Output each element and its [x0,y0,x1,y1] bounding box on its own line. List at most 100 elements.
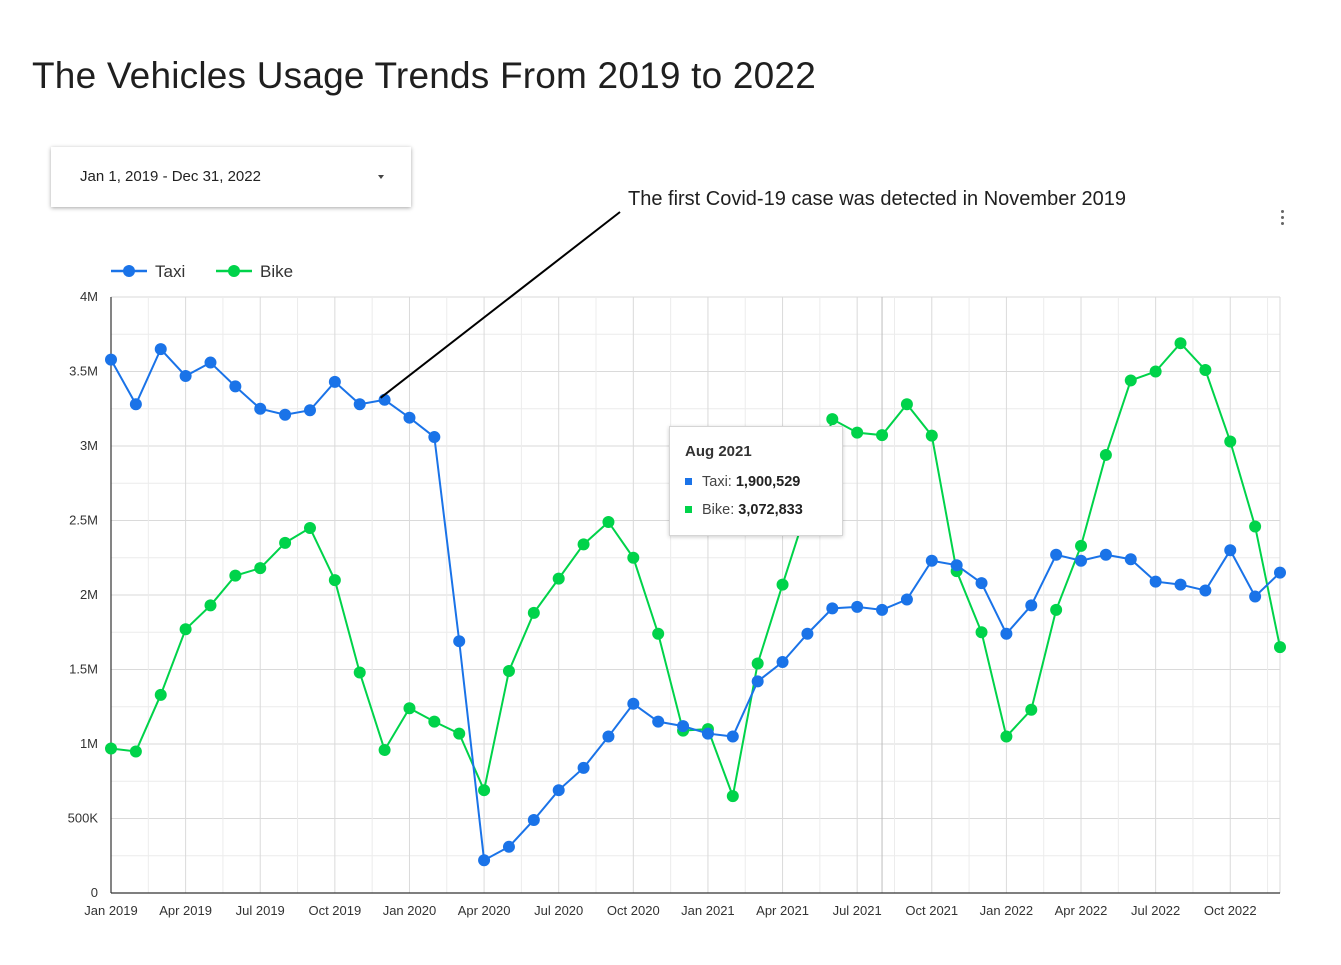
bike-point[interactable] [1174,337,1187,350]
taxi-point[interactable] [1174,578,1187,591]
bike-point[interactable] [826,413,839,426]
bike-point[interactable] [428,715,441,728]
bike-point[interactable] [552,572,565,585]
bike-point[interactable] [925,429,938,442]
taxi-point[interactable] [105,353,117,366]
taxi-point[interactable] [1075,554,1088,567]
bike-point[interactable] [975,626,988,639]
bike-point[interactable] [602,515,615,528]
x-tick-label: Apr 2022 [1055,903,1108,918]
bike-point[interactable] [851,426,864,439]
bike-point[interactable] [105,742,117,755]
taxi-point[interactable] [602,730,615,743]
taxi-point[interactable] [577,761,590,774]
taxi-point[interactable] [1025,599,1038,612]
taxi-point[interactable] [826,602,839,615]
bike-point[interactable] [726,790,739,803]
bike-point[interactable] [453,727,466,740]
taxi-point[interactable] [1274,566,1286,579]
bike-point[interactable] [1025,703,1038,716]
taxi-point[interactable] [279,408,292,421]
bike-point[interactable] [527,606,540,619]
date-range-picker[interactable]: Jan 1, 2019 - Dec 31, 2022 [51,147,411,207]
legend-item-taxi[interactable]: Taxi [111,262,185,281]
bike-point[interactable] [627,551,640,564]
taxi-point[interactable] [876,603,889,616]
taxi-point[interactable] [627,697,640,710]
bike-point[interactable] [1274,641,1286,654]
taxi-point[interactable] [229,380,242,393]
bike-point[interactable] [378,743,391,756]
bike-point[interactable] [1199,364,1212,377]
bike-point[interactable] [577,538,590,551]
bike-point[interactable] [751,657,764,670]
tooltip-taxi-value: 1,900,529 [735,474,801,490]
taxi-point[interactable] [1050,548,1063,561]
bike-point[interactable] [1075,539,1088,552]
taxi-point[interactable] [428,431,441,444]
tooltip-row-bike: Bike: 3,072,833 [685,502,803,518]
bike-point[interactable] [328,574,341,587]
taxi-point[interactable] [652,715,665,728]
taxi-point[interactable] [129,398,142,411]
bike-point[interactable] [1050,603,1063,616]
taxi-point[interactable] [179,369,192,382]
taxi-point[interactable] [751,675,764,688]
taxi-point[interactable] [502,840,515,853]
taxi-point[interactable] [1149,575,1162,588]
bike-point[interactable] [1224,435,1237,448]
bike-point[interactable] [204,599,217,612]
taxi-point[interactable] [552,784,565,797]
bike-point[interactable] [179,623,192,636]
bike-point[interactable] [478,784,491,797]
taxi-point[interactable] [701,727,714,740]
taxi-point[interactable] [1099,548,1112,561]
taxi-point[interactable] [726,730,739,743]
more-vert-icon[interactable] [1273,208,1291,230]
taxi-point[interactable] [204,356,217,369]
taxi-point[interactable] [776,656,789,669]
taxi-point[interactable] [1000,627,1013,640]
bike-point[interactable] [1124,374,1137,387]
bike-point[interactable] [502,664,515,677]
bike-point[interactable] [303,521,316,534]
taxi-point[interactable] [1249,590,1262,603]
bike-point[interactable] [1249,520,1262,533]
bike-point[interactable] [1149,365,1162,378]
taxi-point[interactable] [1124,553,1137,566]
bike-point[interactable] [776,578,789,591]
bike-point[interactable] [279,536,292,549]
taxi-point[interactable] [925,554,938,567]
taxi-point[interactable] [677,720,690,733]
bike-point[interactable] [1099,448,1112,461]
x-tick-label: Apr 2021 [756,903,809,918]
bike-point[interactable] [129,745,142,758]
taxi-point[interactable] [154,343,167,356]
bike-point[interactable] [229,569,242,582]
bike-point[interactable] [652,627,665,640]
taxi-point[interactable] [1199,584,1212,597]
taxi-point[interactable] [975,577,988,590]
taxi-point[interactable] [254,402,267,415]
taxi-point[interactable] [403,411,416,424]
bike-point[interactable] [1000,730,1013,743]
bike-point[interactable] [900,398,913,411]
taxi-point[interactable] [527,813,540,826]
taxi-point[interactable] [353,398,366,411]
bike-point[interactable] [254,562,267,575]
bike-point[interactable] [353,666,366,679]
taxi-point[interactable] [900,593,913,606]
taxi-point[interactable] [453,635,466,648]
bike-point[interactable] [876,429,889,442]
bike-point[interactable] [154,688,167,701]
taxi-point[interactable] [1224,544,1237,557]
taxi-point[interactable] [328,375,341,388]
taxi-point[interactable] [478,854,491,867]
legend-item-bike[interactable]: Bike [216,262,293,281]
taxi-point[interactable] [303,404,316,417]
caret-down-icon[interactable] [378,175,384,179]
taxi-point[interactable] [950,559,963,572]
taxi-point[interactable] [801,627,814,640]
bike-point[interactable] [403,702,416,715]
taxi-point[interactable] [851,600,864,613]
